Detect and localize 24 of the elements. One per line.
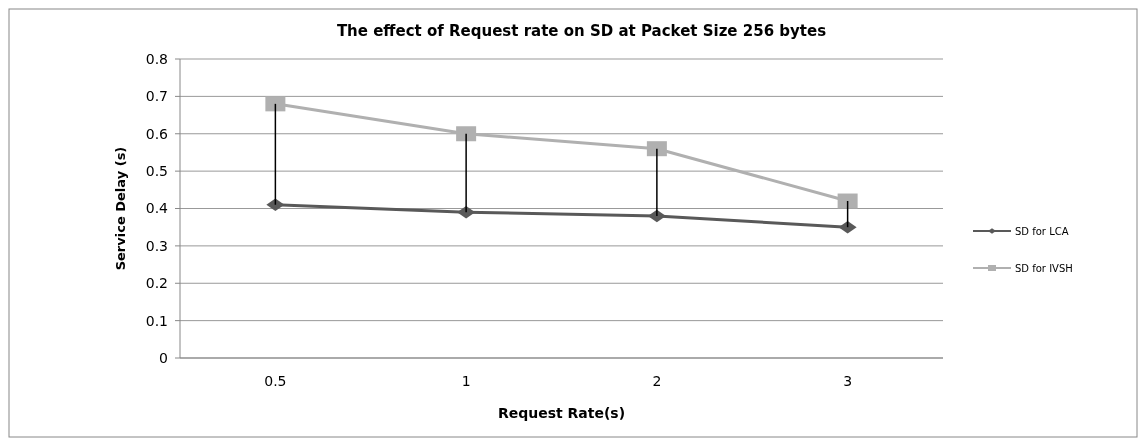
y-tick-label: 0.7 xyxy=(145,88,168,105)
y-tick-label: 0.3 xyxy=(145,237,168,254)
point xyxy=(646,141,667,157)
legend-label: SD for IVSH xyxy=(1015,262,1073,274)
point xyxy=(265,96,286,112)
x-tick-label: 0.5 xyxy=(264,373,287,389)
chart-title: The effect of Request rate on SD at Packet Size 256 bytes xyxy=(336,22,827,40)
y-tick-label: 0.1 xyxy=(145,312,168,329)
x-tick-label: 3 xyxy=(843,373,853,389)
x-tick-label: 1 xyxy=(461,373,471,389)
y-tick-label: 0.8 xyxy=(145,50,168,67)
legend-label: SD for LCA xyxy=(1015,225,1069,237)
point xyxy=(837,193,858,209)
point xyxy=(838,220,857,234)
y-tick-label: 0.6 xyxy=(145,125,169,142)
y-axis-title: Service Delay (s) xyxy=(113,146,128,271)
x-tick-label: 2 xyxy=(652,373,662,389)
point xyxy=(456,126,477,142)
y-tick-label: 0 xyxy=(159,349,168,366)
y-tick-label: 0.4 xyxy=(145,200,169,217)
point xyxy=(266,198,285,212)
x-axis-title: Request Rate(s) xyxy=(497,405,626,421)
y-tick-label: 0.2 xyxy=(145,275,168,292)
y-tick-label: 0.5 xyxy=(145,163,168,180)
